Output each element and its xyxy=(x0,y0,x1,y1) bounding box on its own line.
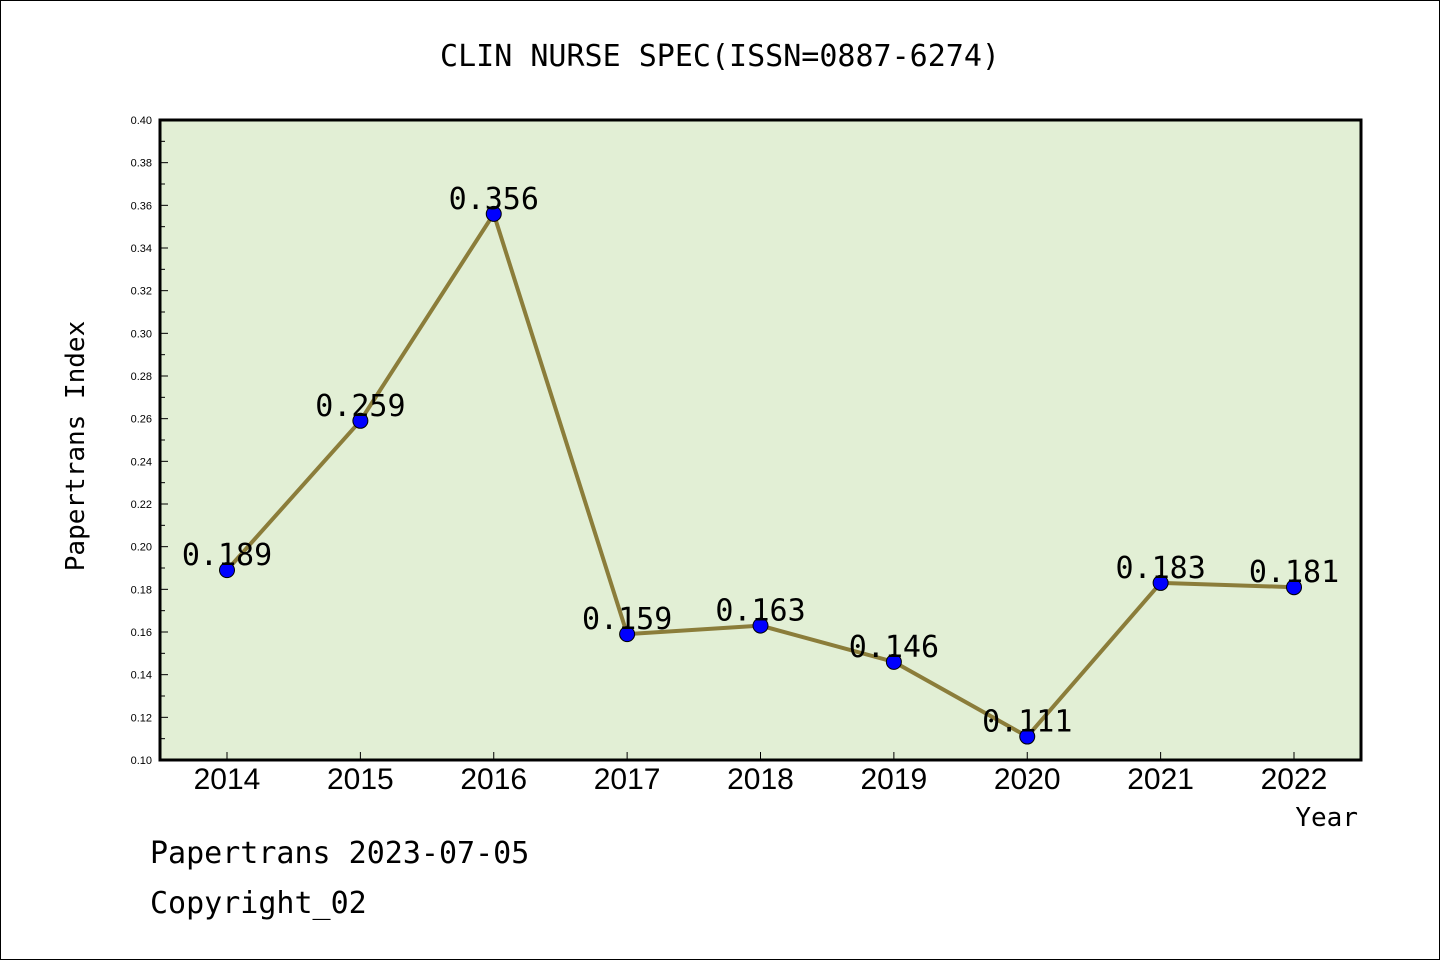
y-tick-label: 0.18 xyxy=(131,584,152,596)
x-axis-label: Year xyxy=(1295,803,1358,833)
y-tick-label: 0.22 xyxy=(131,499,152,511)
footer-copyright: Copyright_02 xyxy=(150,886,367,921)
chart-title: CLIN NURSE SPEC(ISSN=0887-6274) xyxy=(440,39,1000,74)
x-tick-label: 2020 xyxy=(994,763,1061,796)
y-tick-label: 0.14 xyxy=(131,670,152,682)
footer-date: Papertrans 2023-07-05 xyxy=(150,836,530,871)
data-label: 0.146 xyxy=(849,630,939,665)
data-labels: 0.189 0.259 0.356 0.159 0.163 0.146 0.111 0.183… xyxy=(182,182,1339,740)
x-tick-label: 2018 xyxy=(727,763,794,796)
data-point xyxy=(885,653,902,670)
data-label: 0.183 xyxy=(1115,551,1205,586)
x-tick-label: 2019 xyxy=(861,763,928,796)
y-tick-label: 0.40 xyxy=(131,115,152,127)
y-tick-label: 0.16 xyxy=(131,627,152,639)
x-tick-label: 2015 xyxy=(327,763,394,796)
plot-area xyxy=(158,118,1363,762)
x-axis: 2014 2015 2016 2017 2018 2019 2020 2021 2022 xyxy=(194,752,1328,796)
y-tick-label: 0.20 xyxy=(131,542,152,554)
y-tick-label: 0.30 xyxy=(131,328,152,340)
data-point xyxy=(352,412,369,429)
data-label: 0.356 xyxy=(449,182,539,217)
data-label: 0.189 xyxy=(182,538,272,573)
data-label: 0.259 xyxy=(315,389,405,424)
data-label: 0.163 xyxy=(715,594,805,629)
data-point xyxy=(485,205,502,222)
data-label: 0.111 xyxy=(982,705,1072,740)
y-tick-label: 0.12 xyxy=(131,712,152,724)
data-point xyxy=(1152,574,1169,591)
y-tick-label: 0.24 xyxy=(131,456,152,468)
data-point xyxy=(619,626,636,643)
x-tick-label: 2017 xyxy=(594,763,661,796)
data-label: 0.159 xyxy=(582,602,672,637)
y-tick-label: 0.36 xyxy=(131,200,152,212)
y-axis: 0.10 0.12 0.14 0.16 0.18 0.20 0.22 0.24 0.26 0.28… xyxy=(131,115,168,767)
data-point xyxy=(219,562,235,579)
data-point xyxy=(1286,579,1302,596)
y-tick-label: 0.26 xyxy=(131,414,152,426)
x-tick-label: 2016 xyxy=(460,763,527,796)
y-axis-label: Papertrans Index xyxy=(61,321,91,571)
y-tick-label: 0.28 xyxy=(131,371,152,383)
y-tick-label: 0.34 xyxy=(131,243,152,255)
data-point xyxy=(752,617,769,634)
y-tick-label: 0.32 xyxy=(131,286,152,298)
series-line xyxy=(219,205,1302,745)
y-tick-label: 0.10 xyxy=(131,755,152,767)
y-tick-label: 0.38 xyxy=(131,158,152,170)
data-label: 0.181 xyxy=(1249,555,1339,590)
data-point xyxy=(1019,728,1036,745)
x-tick-label: 2014 xyxy=(194,763,261,796)
x-tick-label: 2021 xyxy=(1127,763,1194,796)
x-tick-label: 2022 xyxy=(1261,763,1328,796)
